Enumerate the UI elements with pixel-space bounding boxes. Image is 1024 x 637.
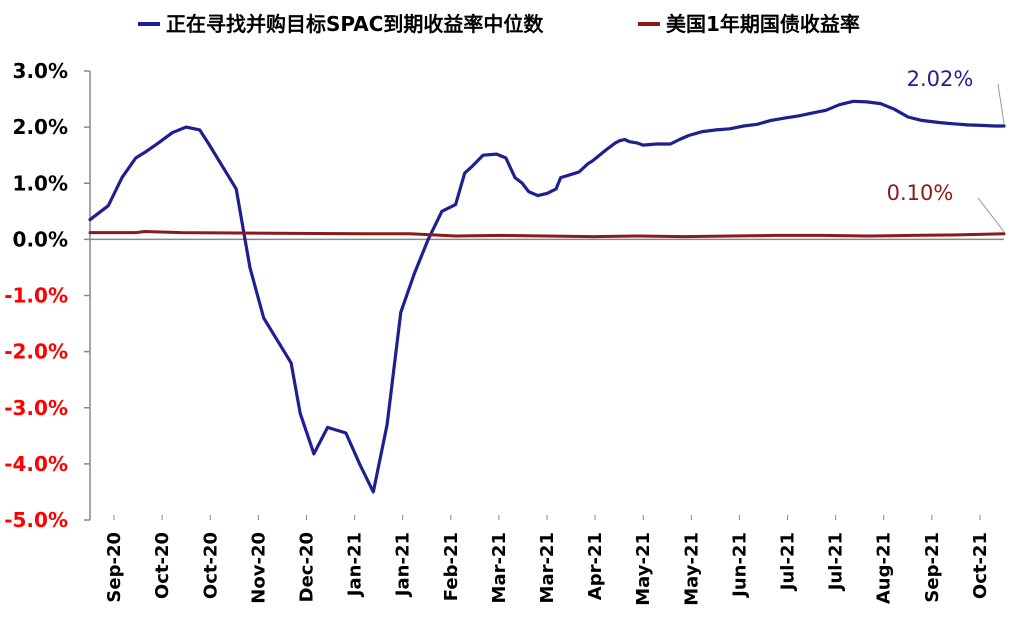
- y-tick-label: -2.0%: [4, 340, 68, 364]
- x-tick-label: Sep-20: [104, 532, 125, 603]
- chart-legend: 正在寻找并购目标SPAC到期收益率中位数 美国1年期国债收益率: [138, 12, 860, 36]
- x-tick-label: Jan-21: [345, 532, 366, 598]
- y-tick-label: -5.0%: [4, 508, 68, 532]
- legend-label-treasury-yield: 美国1年期国债收益率: [666, 12, 860, 36]
- callout-spac-yield: 2.02%: [907, 67, 974, 91]
- axes: [89, 71, 1004, 520]
- callout-spac-yield-leader: [997, 83, 1005, 125]
- x-tick-label: Aug-21: [874, 532, 895, 604]
- x-tick-label: Dec-20: [296, 532, 317, 602]
- series-layer: [88, 99, 1006, 494]
- x-tick-label: Oct-21: [970, 532, 991, 599]
- series-line-spac-yield: [88, 99, 1006, 494]
- x-axis-ticks: Sep-20 Oct-20 Oct-20 Nov-20 Dec-20 Jan-21 Jan-…: [104, 515, 991, 606]
- x-tick-label: Oct-20: [200, 532, 221, 599]
- annotation-layer: 2.02% 0.10%: [887, 67, 1005, 233]
- y-tick-label: -1.0%: [4, 284, 68, 308]
- x-tick-label: Mar-21: [489, 532, 510, 603]
- x-tick-label: May-21: [681, 532, 702, 606]
- legend-label-spac-yield: 正在寻找并购目标SPAC到期收益率中位数: [166, 12, 544, 36]
- y-tick-label: 0.0%: [13, 227, 68, 251]
- x-tick-label: Jan-21: [393, 532, 414, 598]
- y-tick-label: 3.0%: [13, 59, 68, 83]
- y-axis-ticks: 3.0% 2.0% 1.0% 0.0% -1.0% -2.0% -3.0% -4.0% -5.0…: [4, 59, 90, 532]
- y-tick-label: -3.0%: [4, 396, 68, 420]
- x-tick-label: Sep-21: [922, 532, 943, 603]
- x-tick-label: Jun-21: [729, 532, 750, 599]
- x-tick-label: Nov-20: [248, 532, 269, 604]
- y-tick-label: -4.0%: [4, 452, 68, 476]
- x-tick-label: Jul-21: [778, 532, 799, 592]
- x-tick-label: Mar-21: [537, 532, 558, 603]
- x-tick-label: Oct-20: [152, 532, 173, 599]
- series-line-treasury-yield: [88, 230, 1006, 239]
- y-tick-label: 2.0%: [13, 115, 68, 139]
- callout-treasury-yield: 0.10%: [887, 181, 954, 205]
- x-tick-label: May-21: [633, 532, 654, 606]
- callout-treasury-yield-leader: [977, 197, 1005, 233]
- x-tick-label: Feb-21: [441, 532, 462, 601]
- y-tick-label: 1.0%: [13, 171, 68, 195]
- x-tick-label: Apr-21: [585, 532, 606, 600]
- x-tick-label: Jul-21: [826, 532, 847, 592]
